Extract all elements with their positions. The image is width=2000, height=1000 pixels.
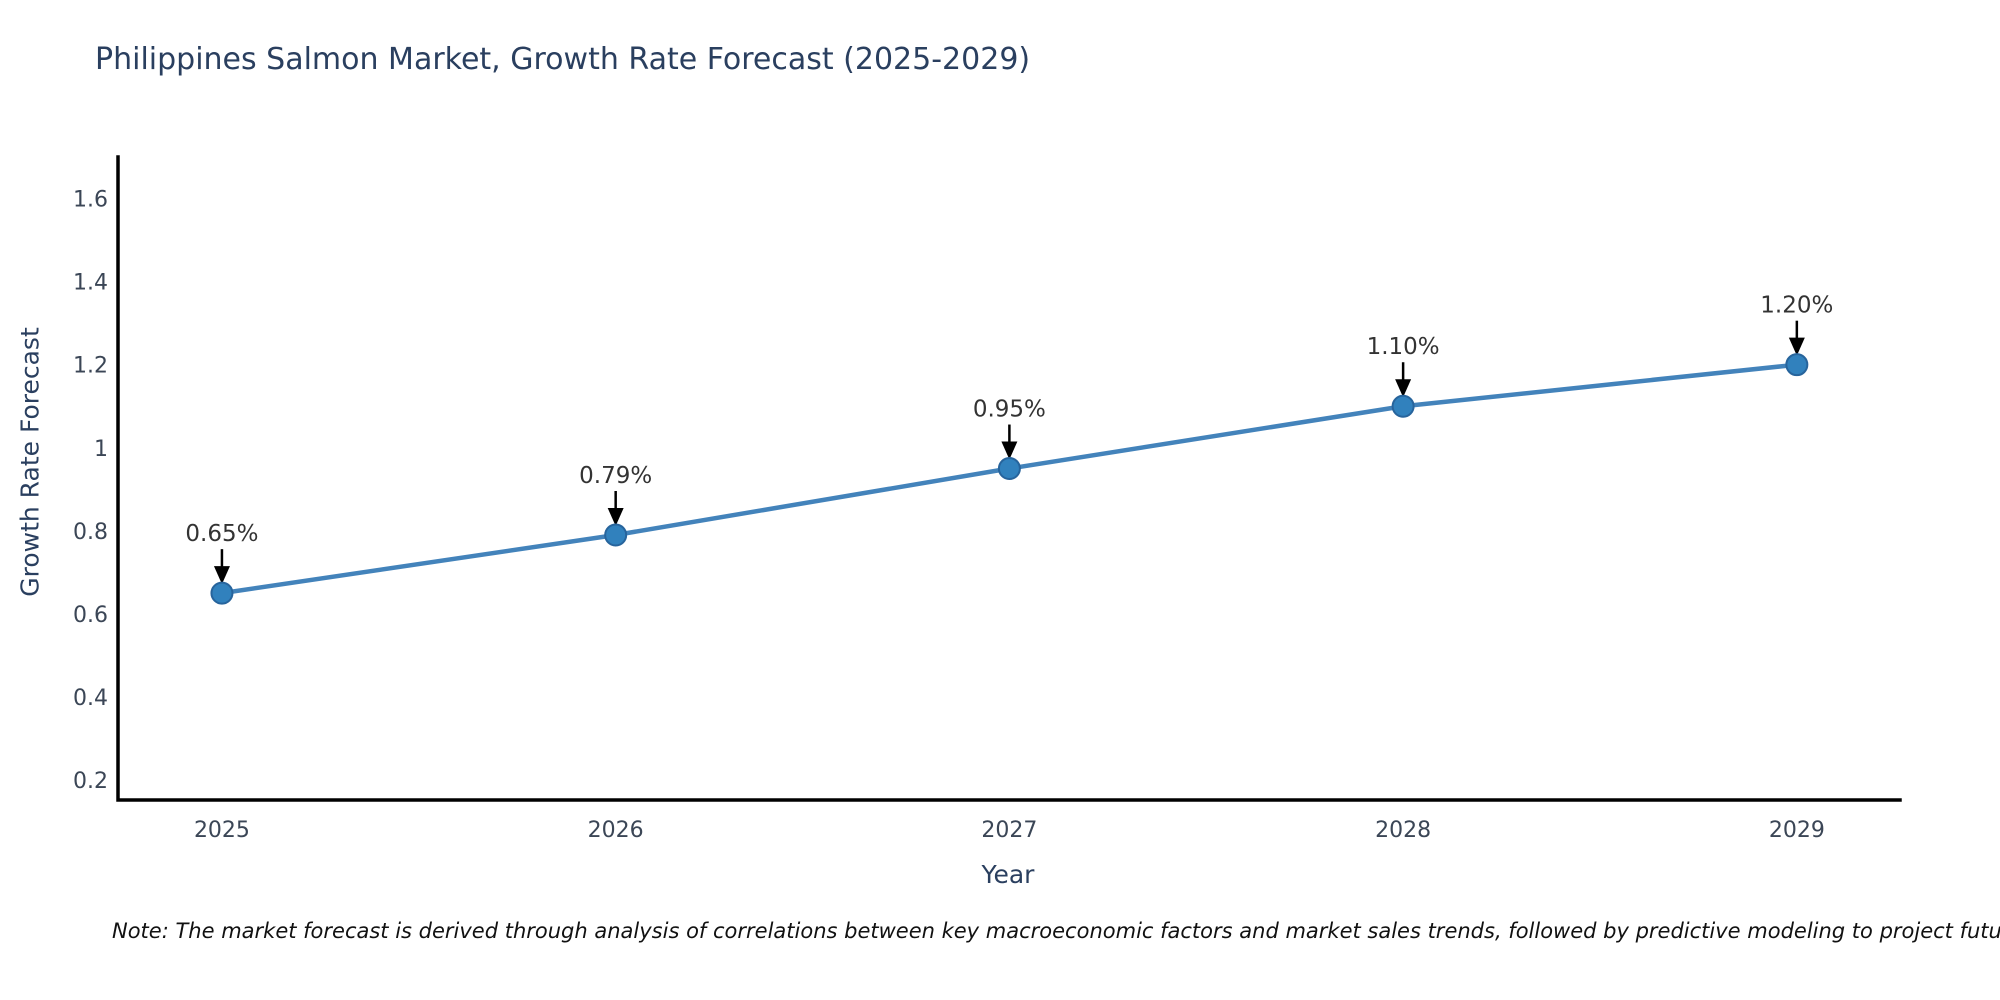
y-tick-label: 0.8 — [73, 520, 108, 545]
x-tick-label: 2025 — [194, 818, 250, 843]
annotation-arrowhead-icon — [607, 507, 624, 526]
y-axis-title: Growth Rate Forecast — [15, 327, 45, 597]
y-tick-label: 0.2 — [73, 769, 108, 794]
y-tick-label: 1 — [94, 437, 108, 462]
data-point-marker[interactable] — [1391, 394, 1415, 418]
annotation-label: 1.10% — [1367, 334, 1440, 360]
x-tick-label: 2028 — [1375, 818, 1431, 843]
annotation-arrowhead-icon — [1001, 441, 1018, 460]
data-point-marker[interactable] — [997, 457, 1021, 481]
y-tick-label: 1.4 — [73, 271, 108, 296]
annotation-label: 1.20% — [1760, 293, 1833, 319]
annotation-label: 0.95% — [973, 397, 1046, 423]
x-tick-label: 2027 — [981, 818, 1037, 843]
annotation-label: 0.65% — [185, 521, 258, 547]
x-tick-label: 2029 — [1769, 818, 1825, 843]
data-point-marker[interactable] — [1785, 353, 1809, 377]
axis-spines — [116, 155, 1902, 802]
x-tick-label: 2026 — [588, 818, 644, 843]
chart-title: Philippines Salmon Market, Growth Rate F… — [95, 42, 1031, 77]
annotation-label: 0.79% — [579, 463, 652, 489]
annotation-arrowhead-icon — [1395, 379, 1412, 398]
annotation-arrowhead-icon — [213, 566, 230, 585]
y-tick-label: 0.4 — [73, 686, 108, 711]
y-tick-label: 0.6 — [73, 603, 108, 628]
footnote: Note: The market forecast is derived thr… — [112, 919, 2000, 943]
y-tick-label: 1.6 — [73, 188, 108, 213]
data-point-marker[interactable] — [210, 581, 234, 605]
y-tick-label: 1.2 — [73, 354, 108, 379]
data-point-marker[interactable] — [604, 523, 628, 547]
annotation-arrowhead-icon — [1788, 337, 1805, 356]
x-axis-title: Year — [981, 860, 1035, 889]
